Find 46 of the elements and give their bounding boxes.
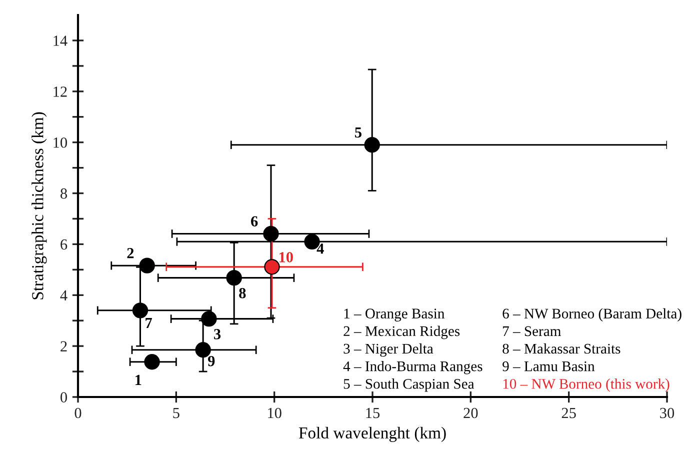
annotation: 5 bbox=[355, 127, 362, 138]
annotation: 3 – Niger Delta bbox=[344, 343, 434, 357]
point bbox=[364, 137, 380, 153]
annotation: 1 – Orange Basin bbox=[344, 308, 444, 322]
point bbox=[132, 302, 148, 318]
annotation: 2 – Mexican Ridges bbox=[344, 326, 460, 340]
x-tick-label: 15 bbox=[366, 408, 380, 418]
annotation: 8 – Makassar Straits bbox=[502, 343, 620, 354]
y-tick-label: 2 bbox=[60, 341, 67, 352]
x-tick-label: 30 bbox=[660, 408, 674, 418]
point bbox=[195, 342, 211, 358]
y-axis-title: Stratigraphic thickness (km) bbox=[32, 112, 47, 300]
x-tick-label: 0 bbox=[74, 408, 82, 418]
annotation: 1 bbox=[136, 374, 142, 385]
point bbox=[226, 270, 242, 286]
annotation: 9 – Lamu Basin bbox=[502, 361, 595, 372]
y-tick-label: 0 bbox=[60, 392, 67, 402]
y-tick-label: 8 bbox=[60, 188, 67, 199]
annotation: 5 – South Caspian Sea bbox=[344, 378, 474, 392]
x-tick-label: 10 bbox=[268, 408, 282, 418]
x-axis-title: Fold wavelenght (km) bbox=[298, 426, 446, 442]
annotation: 7 – Seram bbox=[503, 326, 561, 336]
annotation: 6 bbox=[251, 216, 258, 226]
point bbox=[201, 310, 217, 327]
point bbox=[139, 258, 155, 274]
annotation: 4 bbox=[316, 244, 324, 254]
annotation: 3 bbox=[214, 329, 221, 340]
y-tick-label: 6 bbox=[60, 239, 68, 250]
point bbox=[144, 354, 160, 370]
x-tick-label: 25 bbox=[562, 408, 576, 418]
point bbox=[263, 226, 279, 242]
annotation: 4 – Indo-Burma Ranges bbox=[343, 360, 482, 374]
text: 10 – NW Borneo (this work) bbox=[503, 378, 670, 392]
point bbox=[264, 259, 280, 275]
x-tick-label: 20 bbox=[464, 408, 478, 418]
annotation: 9 bbox=[208, 356, 215, 366]
annotation: 8 bbox=[239, 288, 246, 298]
x-tick-label: 5 bbox=[173, 408, 180, 418]
annotation: 7 bbox=[146, 318, 152, 328]
y-tick-label: 12 bbox=[54, 86, 67, 97]
y-tick-label: 10 bbox=[54, 137, 67, 148]
annotation: 10 bbox=[279, 252, 293, 262]
y-tick-label: 14 bbox=[54, 36, 68, 46]
annotation: 2 bbox=[127, 248, 134, 258]
annotation: 6 – NW Borneo (Baram Delta) bbox=[502, 308, 682, 322]
y-tick-label: 4 bbox=[60, 290, 68, 300]
